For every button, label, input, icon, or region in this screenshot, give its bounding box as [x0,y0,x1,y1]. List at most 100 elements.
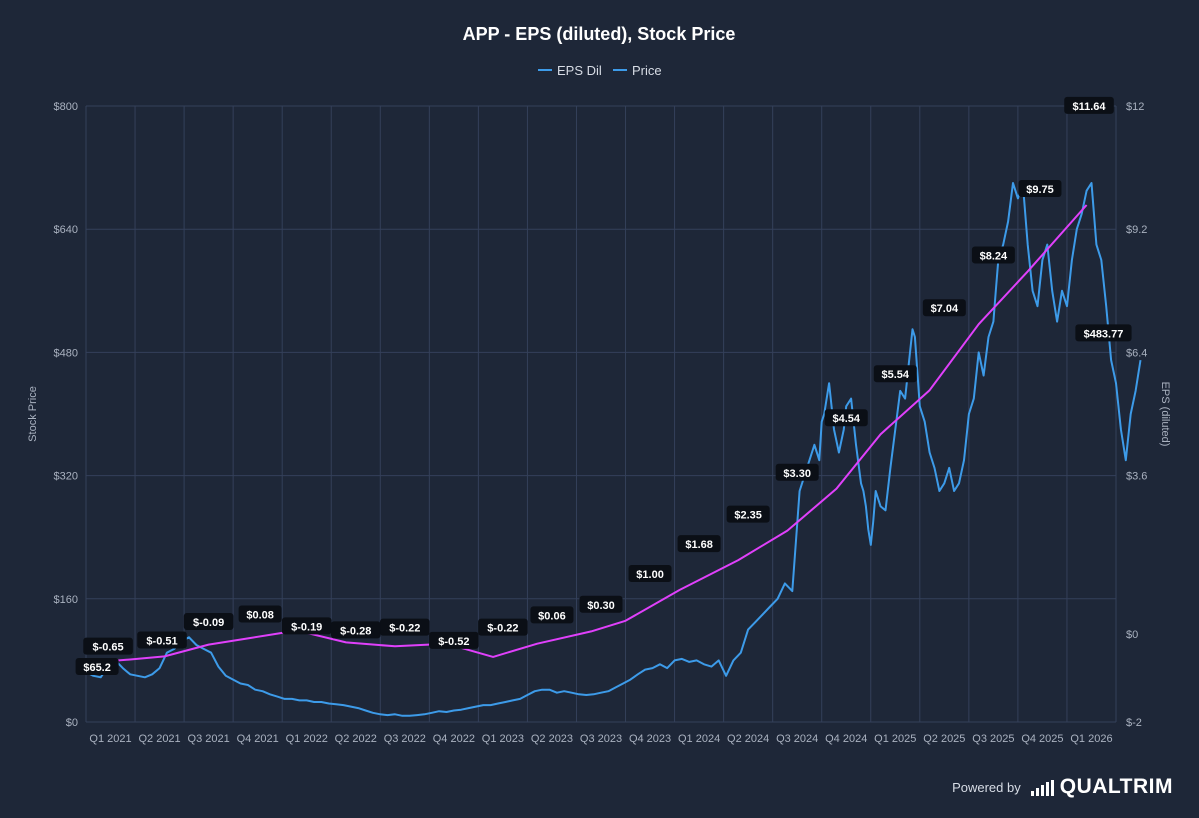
data-label-bg [971,246,1015,264]
eps-data-label: $-0.19 [281,617,332,635]
x-tick-label: Q2 2021 [138,733,180,745]
x-tick-label: Q4 2025 [1021,733,1063,745]
data-label-text: $-0.22 [487,623,518,635]
data-label-text: $4.54 [832,413,860,425]
eps-data-label: $5.54 [873,365,917,383]
eps-data-label: $7.04 [922,299,966,317]
y-right-tick-label: $6.4 [1126,347,1147,359]
x-tick-label: Q2 2025 [923,733,965,745]
x-axis: Q1 2021 Q2 2021 Q3 2021 Q4 2021 Q1 2022 Q2 20… [89,733,1112,745]
eps-data-label: $0.30 [579,595,623,613]
y-axis-left-title: Stock Price [27,386,39,442]
y-right-tick-label: $3.6 [1126,471,1147,483]
data-label-bg [1018,180,1062,197]
data-label-bg [429,631,479,649]
data-label-bg [183,612,234,630]
data-label-text: $-0.51 [146,635,177,647]
data-label-text: $11.64 [1073,101,1107,113]
data-label-text: $8.24 [980,250,1008,262]
data-labels: $-0.65 $-0.51 $-0.09 $0.08 $-0.19 $-0.28 $-0.2… [75,96,1132,675]
eps-data-label: $1.68 [677,535,721,553]
data-label-bg [75,657,119,675]
x-tick-label: Q1 2023 [482,733,524,745]
powered-by-text: Powered by [952,779,1021,795]
y-left-tick-label: $0 [66,717,78,729]
x-tick-label: Q2 2024 [727,733,769,745]
data-label-bg [922,299,966,317]
data-label-text: $-0.22 [389,623,420,635]
x-tick-label: Q1 2021 [89,733,131,745]
chart-title: APP - EPS (diluted), Stock Price [463,24,736,44]
data-label-text: $-0.52 [438,636,469,648]
price-start-label: $65.2 [75,657,119,675]
x-tick-label: Q3 2021 [188,733,230,745]
qualtrim-logo[interactable]: QUALTRIM [1030,775,1173,798]
legend-price-label[interactable]: Price [632,63,662,78]
eps-data-label: $4.54 [824,409,868,427]
x-tick-label: Q4 2021 [237,733,279,745]
eps-data-label: $-0.51 [137,631,187,649]
y-left-tick-label: $640 [54,224,78,236]
data-label-text: $1.68 [685,539,713,551]
eps-data-label: $1.00 [628,565,672,582]
x-tick-label: Q4 2024 [825,733,867,745]
x-tick-label: Q4 2022 [433,733,475,745]
data-label-bg [281,617,332,635]
eps-data-label: $8.24 [971,246,1015,264]
x-tick-label: Q1 2024 [678,733,720,745]
data-label-bg [530,606,574,624]
data-label-bg [478,618,528,636]
eps-data-label: $-0.65 [83,637,133,655]
data-label-bg [330,621,381,639]
y-axis-right-title: EPS (diluted) [1159,382,1171,447]
data-label-text: $483.77 [1084,328,1124,340]
x-tick-label: Q1 2026 [1070,733,1112,745]
x-tick-label: Q3 2024 [776,733,818,745]
eps-data-label: $0.06 [530,606,574,624]
data-label-bg [380,618,430,636]
eps-data-label: $-0.52 [429,631,479,649]
y-axis-right: $-2 $0 $3.6 $6.4 $9.2 $12 [1126,101,1147,729]
price-end-label: $483.77 [1075,324,1132,342]
y-right-tick-label: $0 [1126,629,1138,641]
x-tick-label: Q3 2023 [580,733,622,745]
data-label-bg [238,605,282,623]
eps-data-label: $2.35 [726,505,770,523]
data-label-text: $65.2 [83,662,111,674]
eps-data-label: $0.08 [238,605,282,623]
data-label-text: $-0.65 [92,642,123,654]
y-right-tick-label: $-2 [1126,717,1142,729]
eps-data-label: $-0.28 [330,621,381,639]
data-label-bg [726,505,770,523]
data-label-text: $0.06 [538,610,566,622]
data-label-bg [1064,96,1114,114]
eps-data-label: $9.75 [1018,180,1062,197]
y-left-tick-label: $160 [54,594,78,606]
x-tick-label: Q3 2022 [384,733,426,745]
data-label-text: $0.08 [246,609,274,621]
data-label-text: $9.75 [1026,184,1054,196]
data-label-bg [677,535,721,553]
data-label-text: $2.35 [734,510,762,522]
brand-name: QUALTRIM [1059,775,1173,798]
data-label-bg [83,637,133,655]
legend[interactable]: EPS Dil Price [538,63,662,78]
grid [85,105,1117,723]
y-right-tick-label: $12 [1126,101,1144,113]
footer: Powered by QUALTRIM [952,775,1173,798]
y-right-tick-label: $9.2 [1126,224,1147,236]
y-left-tick-label: $480 [54,347,78,359]
x-tick-label: Q2 2023 [531,733,573,745]
data-label-text: $1.00 [636,569,664,581]
data-label-bg [873,365,917,383]
y-left-tick-label: $800 [54,101,78,113]
data-label-text: $3.30 [783,468,811,480]
data-label-bg [628,565,672,582]
data-label-text: $7.04 [931,303,959,315]
eps-data-label: $-0.22 [380,618,430,636]
bars-icon [1030,780,1054,796]
x-tick-label: Q3 2025 [972,733,1014,745]
data-label-bg [1075,324,1132,342]
legend-eps-label[interactable]: EPS Dil [557,63,602,78]
y-left-tick-label: $320 [54,471,78,483]
